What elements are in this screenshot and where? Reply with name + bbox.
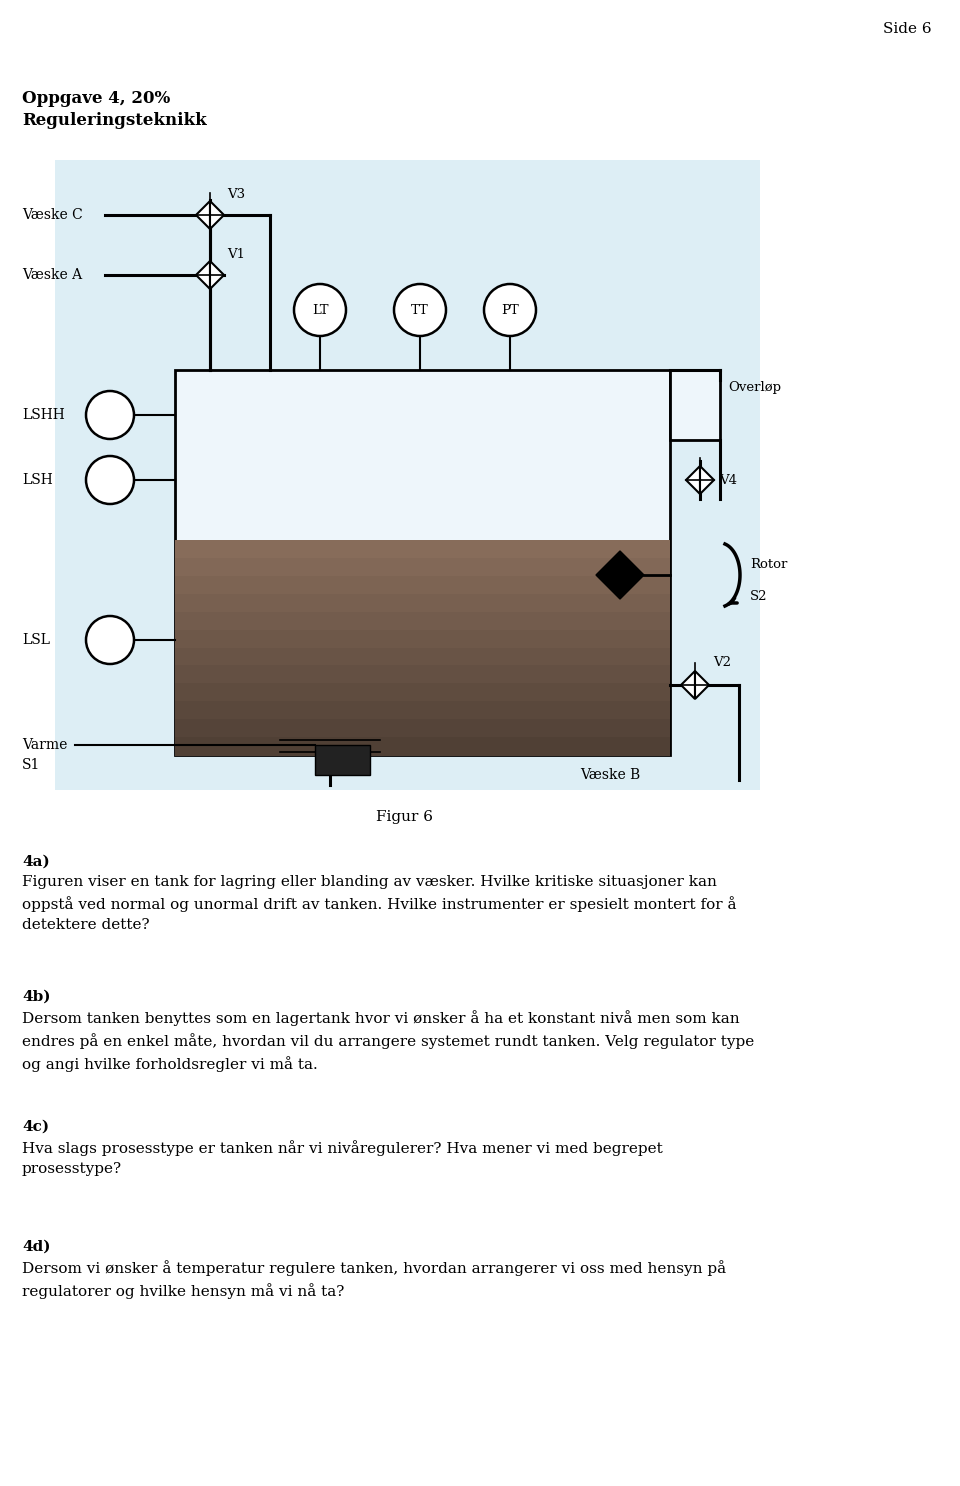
Text: Dersom vi ønsker å temperatur regulere tanken, hvordan arrangerer vi oss med hen: Dersom vi ønsker å temperatur regulere t… xyxy=(22,1260,726,1299)
Polygon shape xyxy=(196,201,210,229)
Text: PT: PT xyxy=(501,303,518,317)
Bar xyxy=(175,648,670,666)
Text: V3: V3 xyxy=(227,189,245,202)
Circle shape xyxy=(394,284,446,336)
Text: LSH: LSH xyxy=(22,473,53,487)
Text: Figur 6: Figur 6 xyxy=(376,810,434,825)
Bar xyxy=(670,370,720,440)
Text: Væske B: Væske B xyxy=(580,768,640,782)
Text: Dersom tanken benyttes som en lagertank hvor vi ønsker å ha et konstant nivå men: Dersom tanken benyttes som en lagertank … xyxy=(22,1010,755,1071)
Text: Væske A: Væske A xyxy=(22,267,83,282)
Text: Varme: Varme xyxy=(22,739,67,752)
Text: TT: TT xyxy=(411,303,429,317)
Circle shape xyxy=(86,456,134,504)
Circle shape xyxy=(484,284,536,336)
Text: Oppgave 4, 20%: Oppgave 4, 20% xyxy=(22,91,170,107)
Text: 4d): 4d) xyxy=(22,1239,51,1254)
Text: S2: S2 xyxy=(750,590,767,603)
Polygon shape xyxy=(196,262,210,288)
Circle shape xyxy=(86,617,134,664)
Polygon shape xyxy=(210,201,224,229)
Bar xyxy=(175,630,670,648)
Bar xyxy=(175,370,670,755)
Text: Overløp: Overløp xyxy=(728,382,781,394)
Polygon shape xyxy=(700,467,714,493)
Text: Væske C: Væske C xyxy=(22,208,83,221)
Text: LT: LT xyxy=(312,303,328,317)
Text: Reguleringsteknikk: Reguleringsteknikk xyxy=(22,111,206,129)
Text: V2: V2 xyxy=(713,657,731,670)
Bar xyxy=(175,594,670,612)
Text: V1: V1 xyxy=(227,248,245,262)
Bar xyxy=(175,701,670,721)
Bar xyxy=(175,719,670,739)
Text: 4c): 4c) xyxy=(22,1120,49,1134)
Circle shape xyxy=(86,391,134,438)
Text: Side 6: Side 6 xyxy=(883,22,932,36)
Polygon shape xyxy=(681,672,695,698)
Text: Rotor: Rotor xyxy=(750,559,787,572)
Text: LSHH: LSHH xyxy=(22,409,64,422)
Text: Hva slags prosesstype er tanken når vi nivåregulerer? Hva mener vi med begrepet
: Hva slags prosesstype er tanken når vi n… xyxy=(22,1140,662,1175)
Polygon shape xyxy=(620,551,644,599)
Bar xyxy=(175,577,670,594)
Bar xyxy=(175,539,670,559)
Circle shape xyxy=(294,284,346,336)
Bar xyxy=(175,612,670,630)
Text: Figuren viser en tank for lagring eller blanding av væsker. Hvilke kritiske situ: Figuren viser en tank for lagring eller … xyxy=(22,875,736,932)
Bar xyxy=(175,684,670,703)
Text: V4: V4 xyxy=(719,474,737,486)
Bar xyxy=(175,737,670,756)
Text: 4a): 4a) xyxy=(22,854,50,869)
Text: LSL: LSL xyxy=(22,633,50,646)
Bar xyxy=(315,744,370,776)
Bar xyxy=(175,666,670,685)
Polygon shape xyxy=(695,672,709,698)
Polygon shape xyxy=(210,262,224,288)
Text: S1: S1 xyxy=(22,758,40,773)
Polygon shape xyxy=(596,551,620,599)
Polygon shape xyxy=(686,467,700,493)
Bar xyxy=(55,160,760,791)
Bar xyxy=(175,557,670,577)
Text: 4b): 4b) xyxy=(22,990,51,1005)
